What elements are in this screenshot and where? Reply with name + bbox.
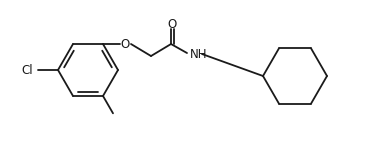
Text: O: O (168, 17, 177, 31)
Text: O: O (120, 38, 130, 50)
Text: NH: NH (190, 48, 207, 60)
Text: Cl: Cl (22, 64, 33, 76)
